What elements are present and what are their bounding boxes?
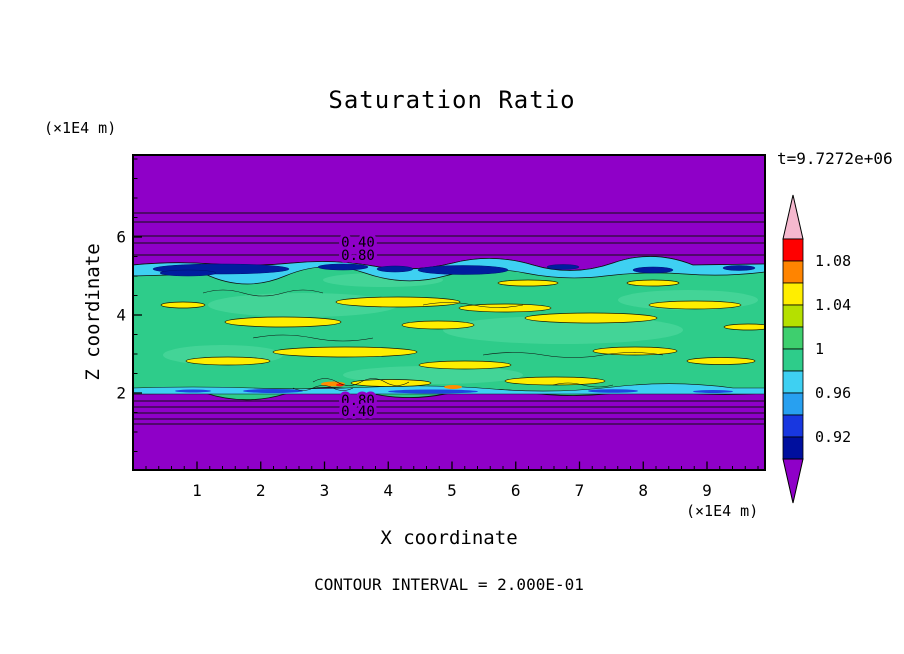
colorbar-segment [782,260,804,284]
yellow-streak [524,312,658,324]
green-patch [443,316,683,344]
x-axis-label: X coordinate [380,527,518,549]
navy-patch [632,266,674,274]
yellow-streak [160,301,206,309]
colorbar-tick-label: 1 [815,340,824,358]
contour-squiggle [252,334,374,342]
plot-frame [132,154,766,471]
yellow-streak [335,296,461,308]
contour-label-bottom-040: 0.40 [341,404,375,420]
contour-plot: 0.40 0.80 0.80 0.40 1 2 3 4 5 6 7 8 9 2 4 6 [116,154,766,500]
colorbar-tick-label: 1.08 [815,252,851,270]
colorbar-segment [782,370,804,394]
colorbar: 1.08 1.04 1 0.96 0.92 [782,194,851,504]
x-tick-label: 5 [447,481,457,500]
blue-dash [693,390,733,393]
yellow-streak [458,303,552,313]
navy-patch [722,265,756,271]
axis-ticks: 1 2 3 4 5 6 7 8 9 2 4 6 [116,158,759,500]
colorbar-arrow-bottom [782,458,804,504]
colorbar-segment [782,414,804,438]
colorbar-tick-label: 0.92 [815,428,851,446]
colorbar-segment [782,282,804,306]
contour-label-top-080: 0.80 [341,248,375,264]
yellow-streak [350,379,432,387]
time-annotation: t=9.7272e+06 [777,149,893,168]
yellow-streak [401,320,475,330]
contour-squiggle [552,382,614,388]
blue-dash [243,389,303,393]
navy-patch [417,265,509,275]
x-tick-label: 7 [575,481,585,500]
contour-interval-text: CONTOUR INTERVAL = 2.000E-01 [314,575,584,594]
x-tick-label: 8 [638,481,648,500]
plot-area: 0.40 0.80 0.80 0.40 [133,155,765,470]
contour-squiggle [422,302,524,308]
blue-dash [588,389,638,393]
page-title: Saturation Ratio [328,86,576,114]
yellow-streak [224,316,342,328]
yellow-streaks [160,279,765,389]
yellow-streak [272,346,418,358]
contour-label-top-040: 0.40 [341,235,375,251]
yellow-streak [418,360,512,370]
blue-dash [388,389,478,394]
navy-patches [152,263,756,394]
navy-patch [376,265,414,273]
yellow-streak [185,356,271,366]
yellow-streak [497,279,559,287]
colorbar-segment [782,436,804,460]
blue-dash [175,389,211,393]
x-axis-unit: (×1E4 m) [686,502,759,520]
colorbar-tick-label: 0.96 [815,384,851,402]
colorbar-tick-label: 1.04 [815,296,851,314]
z-axis-unit: (×1E4 m) [44,119,117,137]
colorbar-segment [782,304,804,328]
colorbar-segment [782,326,804,350]
x-tick-label: 2 [256,481,266,500]
yellow-streak [686,357,756,365]
navy-patch [546,264,580,270]
yellow-streak [723,323,765,331]
z-tick-label: 6 [116,228,126,247]
red-speck [336,383,344,387]
colorbar-segment [782,392,804,416]
yellow-streak [648,300,742,310]
contour-squiggle [202,289,324,297]
horizontal-contour-lines [133,212,765,425]
x-tick-label: 1 [192,481,202,500]
navy-patch [317,263,369,271]
x-tick-label: 3 [320,481,330,500]
colorbar-segment [782,348,804,372]
yellow-streak [592,346,678,356]
light-green-patches [163,273,758,384]
orange-streak [444,385,462,389]
contour-squiggle [482,352,664,358]
x-tick-label: 9 [702,481,712,500]
contour-squiggle [292,385,354,391]
contour-label-bottom-080: 0.80 [341,393,375,409]
navy-patch [159,269,217,277]
yellow-streak [504,376,606,386]
inner-contour-squiggles [202,289,664,391]
z-tick-label: 4 [116,306,126,325]
yellow-streak [626,279,680,287]
colorbar-arrow-top [782,194,804,240]
z-axis-label: Z coordinate [82,243,104,381]
z-tick-label: 2 [116,384,126,403]
contour-squiggle [312,378,410,386]
x-tick-label: 4 [383,481,393,500]
x-tick-label: 6 [511,481,521,500]
colorbar-segment [782,238,804,262]
